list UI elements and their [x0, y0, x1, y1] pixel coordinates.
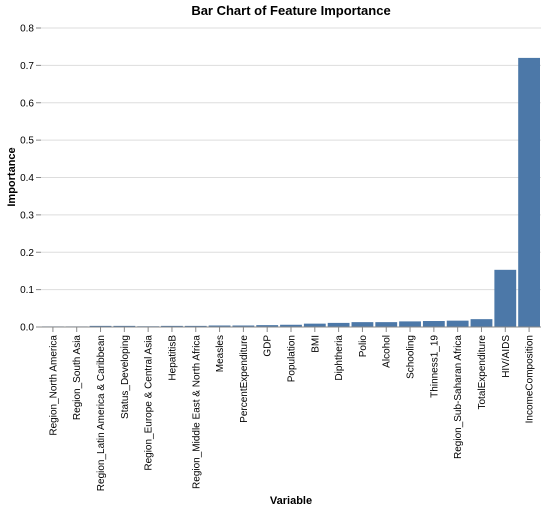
bar	[303, 323, 326, 327]
bar	[161, 325, 183, 327]
bar	[518, 57, 540, 328]
x-tick-label: PercentExpenditure	[239, 335, 250, 423]
x-tick-label: Population	[287, 335, 298, 382]
x-tick-label: Region_North America	[48, 335, 59, 436]
bar	[375, 322, 398, 327]
y-tick-label: 0.5	[20, 136, 34, 147]
x-tick-label: Region_Latin America & Caribbean	[96, 335, 107, 491]
gridlines	[41, 27, 541, 328]
x-tick-label: Region_Sub-Saharan Africa	[453, 335, 464, 459]
x-tick-label: Region_Middle East & North Africa	[191, 335, 202, 489]
y-axis-ticks: 0.0 0.1 0.2 0.3 0.4 0.5 0.6 0.7 0.8	[20, 24, 41, 334]
x-tick-label: Diphtheria	[334, 335, 345, 381]
y-tick-label: 0.1	[20, 285, 34, 296]
x-tick-label: HepatitisB	[167, 335, 178, 381]
x-tick-label: Thinness1_19	[429, 335, 440, 398]
y-tick-label: 0.7	[20, 61, 34, 72]
bar	[327, 322, 350, 327]
bar	[256, 325, 279, 327]
x-tick-label: Region_Europe & Central Asia	[144, 335, 155, 471]
bar	[113, 325, 136, 327]
x-tick-label: HIV/AIDS	[501, 335, 512, 378]
y-tick-label: 0.6	[20, 98, 34, 109]
bar	[208, 325, 231, 327]
bar	[232, 325, 255, 327]
bar	[422, 321, 445, 327]
bar	[89, 325, 112, 327]
y-tick-label: 0.8	[20, 24, 34, 35]
x-tick-label: Schooling	[406, 335, 417, 379]
bar	[399, 321, 421, 327]
chart-title: Bar Chart of Feature Importance	[191, 3, 390, 18]
y-axis-title: Importance	[6, 147, 18, 206]
x-tick-label: Measles	[215, 335, 226, 372]
bar	[470, 319, 493, 327]
x-tick-label: Region_South Asia	[72, 335, 83, 421]
bar	[184, 325, 207, 327]
bar	[351, 322, 374, 327]
y-tick-label: 0.0	[20, 323, 34, 334]
y-tick-label: 0.4	[20, 173, 34, 184]
x-axis-title: Variable	[270, 495, 312, 507]
x-tick-label: GDP	[263, 335, 274, 357]
x-tick-label: TotalExpenditure	[477, 335, 488, 410]
x-tick-label: BMI	[310, 335, 321, 353]
bars	[42, 57, 540, 328]
y-tick-label: 0.2	[20, 248, 34, 259]
bar	[280, 324, 302, 327]
x-tick-label: Polio	[358, 335, 369, 358]
x-tick-label: Status_Developing	[120, 335, 131, 419]
x-tick-label: IncomeComposition	[525, 335, 536, 423]
bar	[446, 320, 469, 327]
x-tick-label: Alcohol	[382, 335, 393, 368]
bar	[494, 269, 517, 327]
y-tick-label: 0.3	[20, 210, 34, 221]
x-axis-ticks: Region_North America Region_South Asia Reg…	[48, 327, 536, 491]
